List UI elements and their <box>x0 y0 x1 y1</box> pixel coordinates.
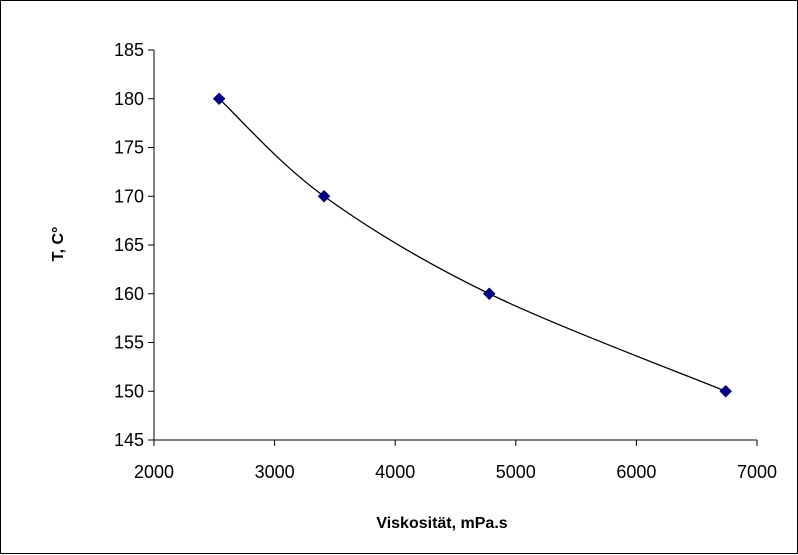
data-points <box>212 92 732 398</box>
y-axis-title: T, C° <box>50 227 67 262</box>
y-tick-label: 180 <box>114 89 144 109</box>
x-tick-label: 6000 <box>616 462 656 482</box>
y-tick-label: 160 <box>114 284 144 304</box>
data-point <box>482 287 496 301</box>
x-tick-label: 7000 <box>737 462 777 482</box>
x-tick-label: 2000 <box>134 462 174 482</box>
data-point <box>317 189 331 203</box>
y-tick-label: 145 <box>114 430 144 450</box>
y-tick-label: 150 <box>114 381 144 401</box>
y-tick-label: 170 <box>114 186 144 206</box>
y-tick-label: 175 <box>114 138 144 158</box>
trendline <box>218 98 726 392</box>
x-tick-label: 4000 <box>375 462 415 482</box>
x-tick-label: 5000 <box>496 462 536 482</box>
y-tick-label: 155 <box>114 333 144 353</box>
trendline-group <box>218 98 726 392</box>
data-point <box>719 384 732 398</box>
x-axis-title: Viskosität, mPa.s <box>376 515 507 532</box>
data-point <box>212 92 226 106</box>
x-tick-label: 3000 <box>255 462 295 482</box>
y-tick-label: 165 <box>114 235 144 255</box>
y-tick-label: 185 <box>114 40 144 60</box>
axes: 145 150 155 160 165 170 175 180 185 2000 3000 4000 5… <box>114 40 777 482</box>
